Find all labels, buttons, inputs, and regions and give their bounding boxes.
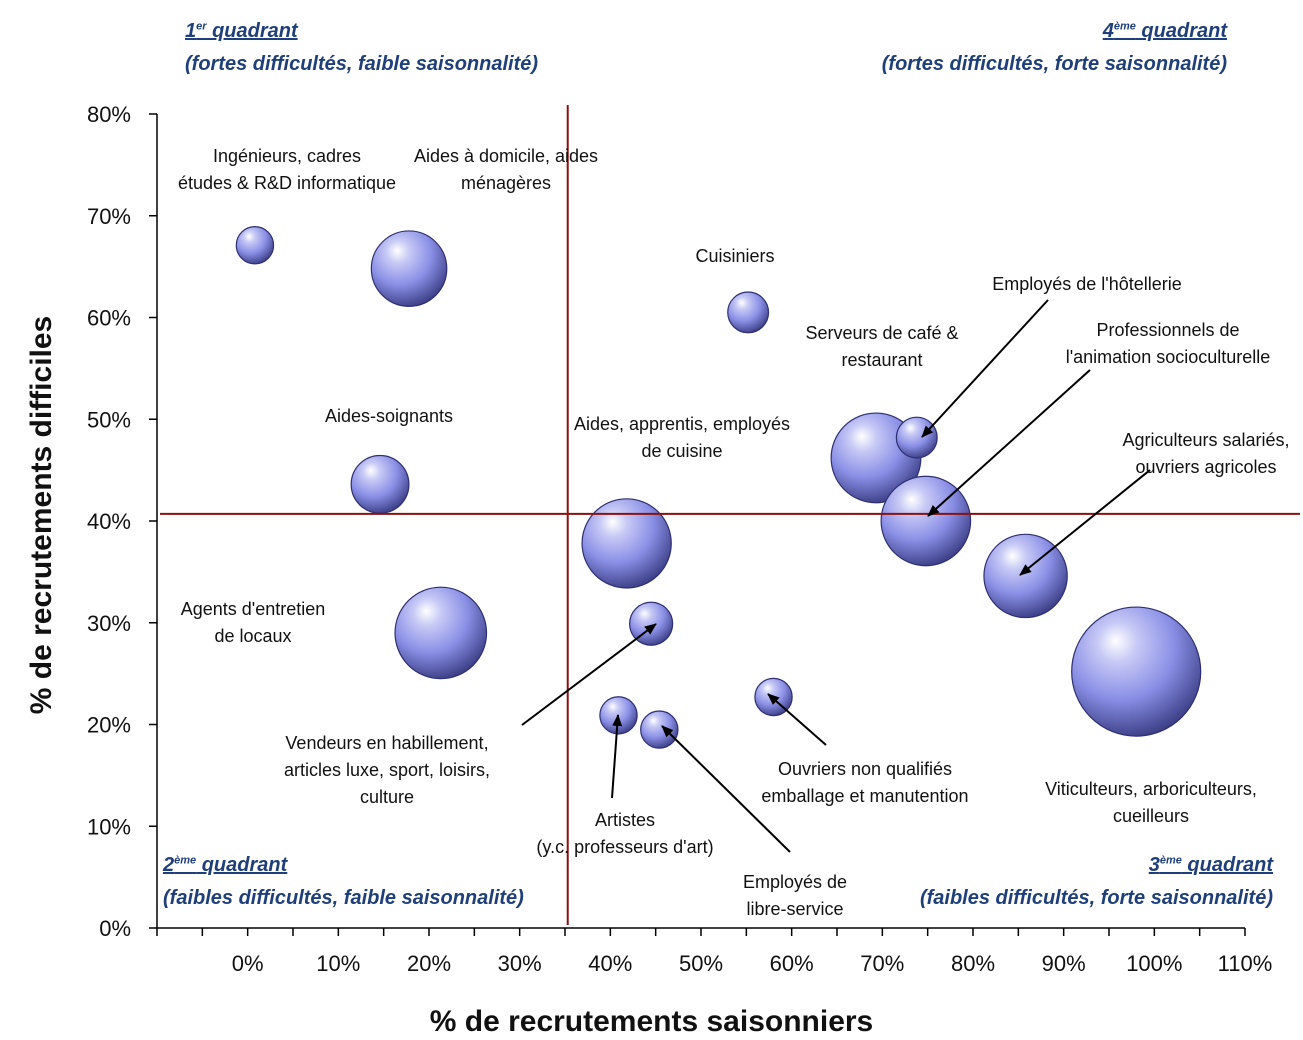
data-label: Agriculteurs salariés, ouvriers agricoles: [1122, 430, 1289, 477]
quadrant-4-description: (fortes difficultés, forte saisonnalité): [881, 53, 1227, 75]
x-tick-label: 30%: [498, 951, 542, 976]
bubble-labels: Ingénieurs, cadres études & R&D informati…: [178, 146, 1290, 919]
data-label: Ingénieurs, cadres études & R&D informati…: [178, 146, 396, 193]
data-label: Artistes (y.c. professeurs d'art): [536, 810, 713, 857]
data-label: Cuisiniers: [695, 246, 774, 266]
data-label-line: culture: [360, 787, 414, 807]
x-tick-label: 40%: [588, 951, 632, 976]
bubble: [394, 586, 488, 680]
y-tick-label: 70%: [87, 204, 131, 229]
quadrant-2-title: 2ème quadrant: [163, 853, 288, 876]
data-label-line: articles luxe, sport, loisirs,: [284, 760, 490, 780]
x-tick-label: 20%: [407, 951, 451, 976]
bubble: [1071, 606, 1202, 737]
quadrant-3-title: 3ème quadrant: [1148, 853, 1273, 876]
x-tick-label: 70%: [860, 951, 904, 976]
annotation-arrow: [1019, 469, 1151, 576]
x-tick-label: 90%: [1042, 951, 1086, 976]
x-tick-label: 50%: [679, 951, 723, 976]
data-label-line: Ingénieurs, cadres: [213, 146, 361, 166]
data-label-line: ouvriers agricoles: [1135, 457, 1276, 477]
data-label-line: de locaux: [214, 626, 291, 646]
bubble: [370, 230, 448, 307]
data-label-line: Viticulteurs, arboriculteurs,: [1045, 779, 1257, 799]
y-tick-label: 10%: [87, 814, 131, 839]
x-tick-label: 60%: [770, 951, 814, 976]
data-label: Aides à domicile, aides ménagères: [414, 146, 598, 193]
y-tick-label: 20%: [87, 713, 131, 738]
data-label-line: ménagères: [461, 173, 551, 193]
data-label: Ouvriers non qualifiés emballage et manut…: [761, 759, 968, 806]
x-tick-label: 0%: [232, 951, 264, 976]
data-label-line: Employés de l'hôtellerie: [992, 274, 1182, 294]
y-tick-label: 30%: [87, 611, 131, 636]
x-tick-label: 80%: [951, 951, 995, 976]
y-tick-label: 60%: [87, 306, 131, 331]
y-tick-label: 0%: [99, 916, 131, 941]
data-label-line: Aides, apprentis, employés: [574, 414, 790, 434]
bubble: [235, 226, 275, 265]
annotation-arrow: [921, 299, 1049, 438]
x-tick-label: 10%: [316, 951, 360, 976]
data-label-line: emballage et manutention: [761, 786, 968, 806]
y-tick-label: 80%: [87, 102, 131, 127]
data-label-line: Professionnels de: [1096, 320, 1239, 340]
x-tick-label: 100%: [1126, 951, 1182, 976]
data-label-line: Cuisiniers: [695, 246, 774, 266]
y-tick-label: 40%: [87, 509, 131, 534]
data-label-line: restaurant: [841, 350, 922, 370]
quadrant-4-title: 4ème quadrant: [1102, 19, 1227, 42]
data-label-line: études & R&D informatique: [178, 173, 396, 193]
data-label-line: Aides-soignants: [325, 406, 453, 426]
quadrant-2-description: (faibles difficultés, faible saisonnalit…: [163, 887, 524, 909]
quadrant-1-title: 1er quadrant: [185, 19, 298, 42]
bubble: [895, 416, 938, 459]
quadrant-1-description: (fortes difficultés, faible saisonnalité…: [185, 53, 539, 75]
data-label: Vendeurs en habillement, articles luxe, s…: [284, 733, 490, 807]
annotation-arrow: [661, 725, 791, 853]
data-label-line: Agriculteurs salariés,: [1122, 430, 1289, 450]
bubbles: [235, 226, 1202, 749]
data-label: Viticulteurs, arboriculteurs, cueilleurs: [1045, 779, 1257, 826]
annotation-arrow: [767, 693, 827, 746]
x-tick-label: 110%: [1218, 951, 1273, 976]
annotation-arrow: [611, 714, 623, 799]
data-label-line: Artistes: [595, 810, 655, 830]
data-label-line: Employés de: [743, 872, 847, 892]
reference-lines: [160, 105, 1300, 925]
data-label: Aides-soignants: [325, 406, 453, 426]
bubble: [350, 454, 410, 514]
y-tick-label: 50%: [87, 407, 131, 432]
bubble: [983, 533, 1068, 619]
data-label-line: cueilleurs: [1113, 806, 1189, 826]
data-label: Agents d'entretien de locaux: [181, 599, 326, 646]
data-label-line: de cuisine: [641, 441, 722, 461]
data-label-line: Serveurs de café &: [805, 323, 958, 343]
data-label-line: (y.c. professeurs d'art): [536, 837, 713, 857]
data-label: Serveurs de café & restaurant: [805, 323, 958, 370]
bubble: [727, 291, 770, 334]
quadrant-3-description: (faibles difficultés, forte saisonnalité…: [919, 887, 1273, 909]
annotation-arrow: [521, 623, 657, 726]
data-label-line: Agents d'entretien: [181, 599, 326, 619]
y-axis-label: % de recrutements difficiles: [25, 315, 58, 715]
bubble: [581, 498, 672, 589]
data-label-line: Vendeurs en habillement,: [285, 733, 488, 753]
bubble: [640, 710, 679, 749]
annotation-arrows: [521, 299, 1151, 853]
annotation-arrow: [927, 369, 1091, 517]
data-label: Employés de l'hôtellerie: [992, 274, 1182, 294]
data-label: Aides, apprentis, employés de cuisine: [574, 414, 790, 461]
data-label-line: l'animation socioculturelle: [1066, 347, 1271, 367]
data-label-line: Ouvriers non qualifiés: [778, 759, 952, 779]
axes: 0% 10% 20% 30% 40% 50% 60% 70% 80% 0% 10% 20% 30% 40%…: [87, 102, 1272, 976]
data-label-line: Aides à domicile, aides: [414, 146, 598, 166]
data-label: Employés de libre-service: [743, 872, 847, 919]
data-label-line: libre-service: [746, 899, 843, 919]
x-axis-label: % de recrutements saisonniers: [429, 1005, 874, 1038]
data-label: Professionnels de l'animation sociocultur…: [1066, 320, 1271, 367]
